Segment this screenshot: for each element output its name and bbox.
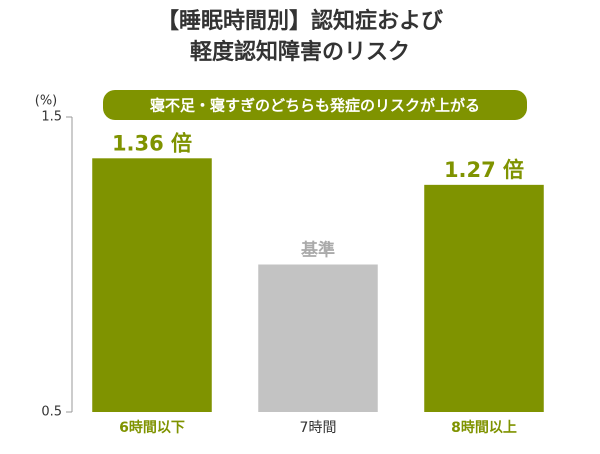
value-label: 1.27 倍 (444, 158, 524, 182)
bar (424, 184, 544, 412)
x-tick-label: 6時間以下 (119, 419, 185, 436)
chart-title: 【睡眠時間別】認知症および (157, 8, 443, 34)
y-tick-label: 1.5 (41, 110, 62, 125)
value-label: 1.36 倍 (112, 131, 192, 155)
y-unit: (%) (35, 94, 58, 109)
y-tick-label: 0.5 (41, 405, 62, 420)
bar (258, 264, 378, 412)
annotation: 寝不足・寝すぎのどちらも発症のリスクが上がる (150, 97, 480, 115)
x-tick-label: 8時間以上 (451, 419, 517, 436)
chart-title: 軽度認知障害のリスク (190, 39, 410, 65)
bar (92, 158, 212, 412)
annotation-box (103, 90, 527, 120)
x-tick-label: 7時間 (300, 420, 337, 436)
value-label: 基準 (300, 240, 335, 261)
